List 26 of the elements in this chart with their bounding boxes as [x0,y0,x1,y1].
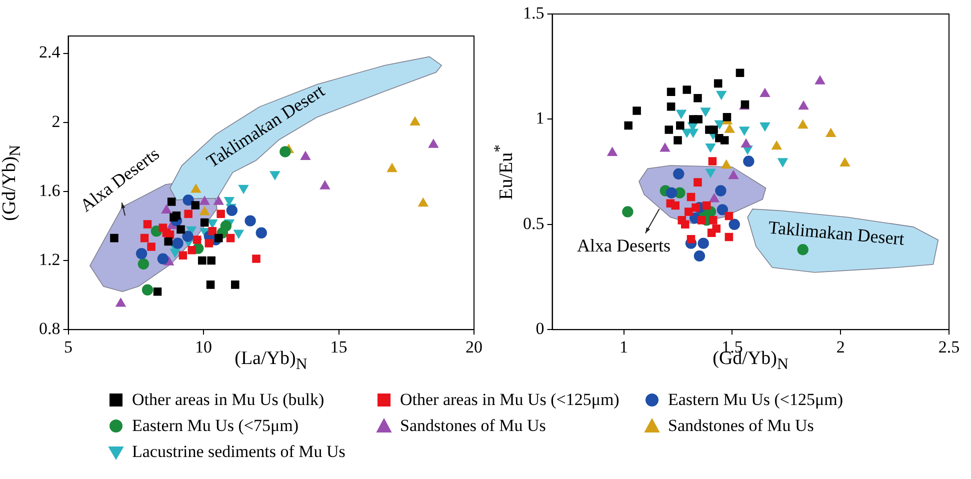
x-tick-label: 20 [466,337,482,356]
y-tick-label: 1.6 [39,180,60,200]
y-tick-label: 2 [52,112,60,131]
x-tick-label: 10 [195,337,212,356]
x-tick-label: 2.5 [938,337,960,356]
legend-label: Other areas in Mu Us (<125μm) [400,390,620,410]
legend-label: Sandstones of Mu Us [668,416,814,436]
x-tick-label: 1 [620,337,628,356]
annotation: Alxa Deserts [577,236,671,256]
y-tick-label: 0.5 [523,214,544,233]
x-tick-label: 5 [64,337,72,356]
y-tick-label: 0 [536,319,544,338]
legend-label: Eastern Mu Us (<75μm) [132,416,298,436]
y-tick-label: 0.8 [39,319,60,338]
y-tick-label: 1 [536,108,544,128]
legend-label: Eastern Mu Us (<125μm) [668,390,843,410]
x-tick-label: 2 [836,337,845,356]
legend-label: Lacustrine sediments of Mu Us [132,442,346,462]
y-tick-label: 2.4 [39,42,61,62]
y-tick-label: 1.2 [39,250,60,269]
y-tick-label: 1.5 [523,3,544,22]
annotation: Taklimakan Desert [768,217,906,249]
legend-label: Sandstones of Mu Us [400,416,546,436]
x-axis-title: (La/Yb)$_{N}$ [234,348,308,374]
x-tick-label: 15 [330,337,348,356]
legend-label: Other areas in Mu Us (bulk) [132,390,324,410]
